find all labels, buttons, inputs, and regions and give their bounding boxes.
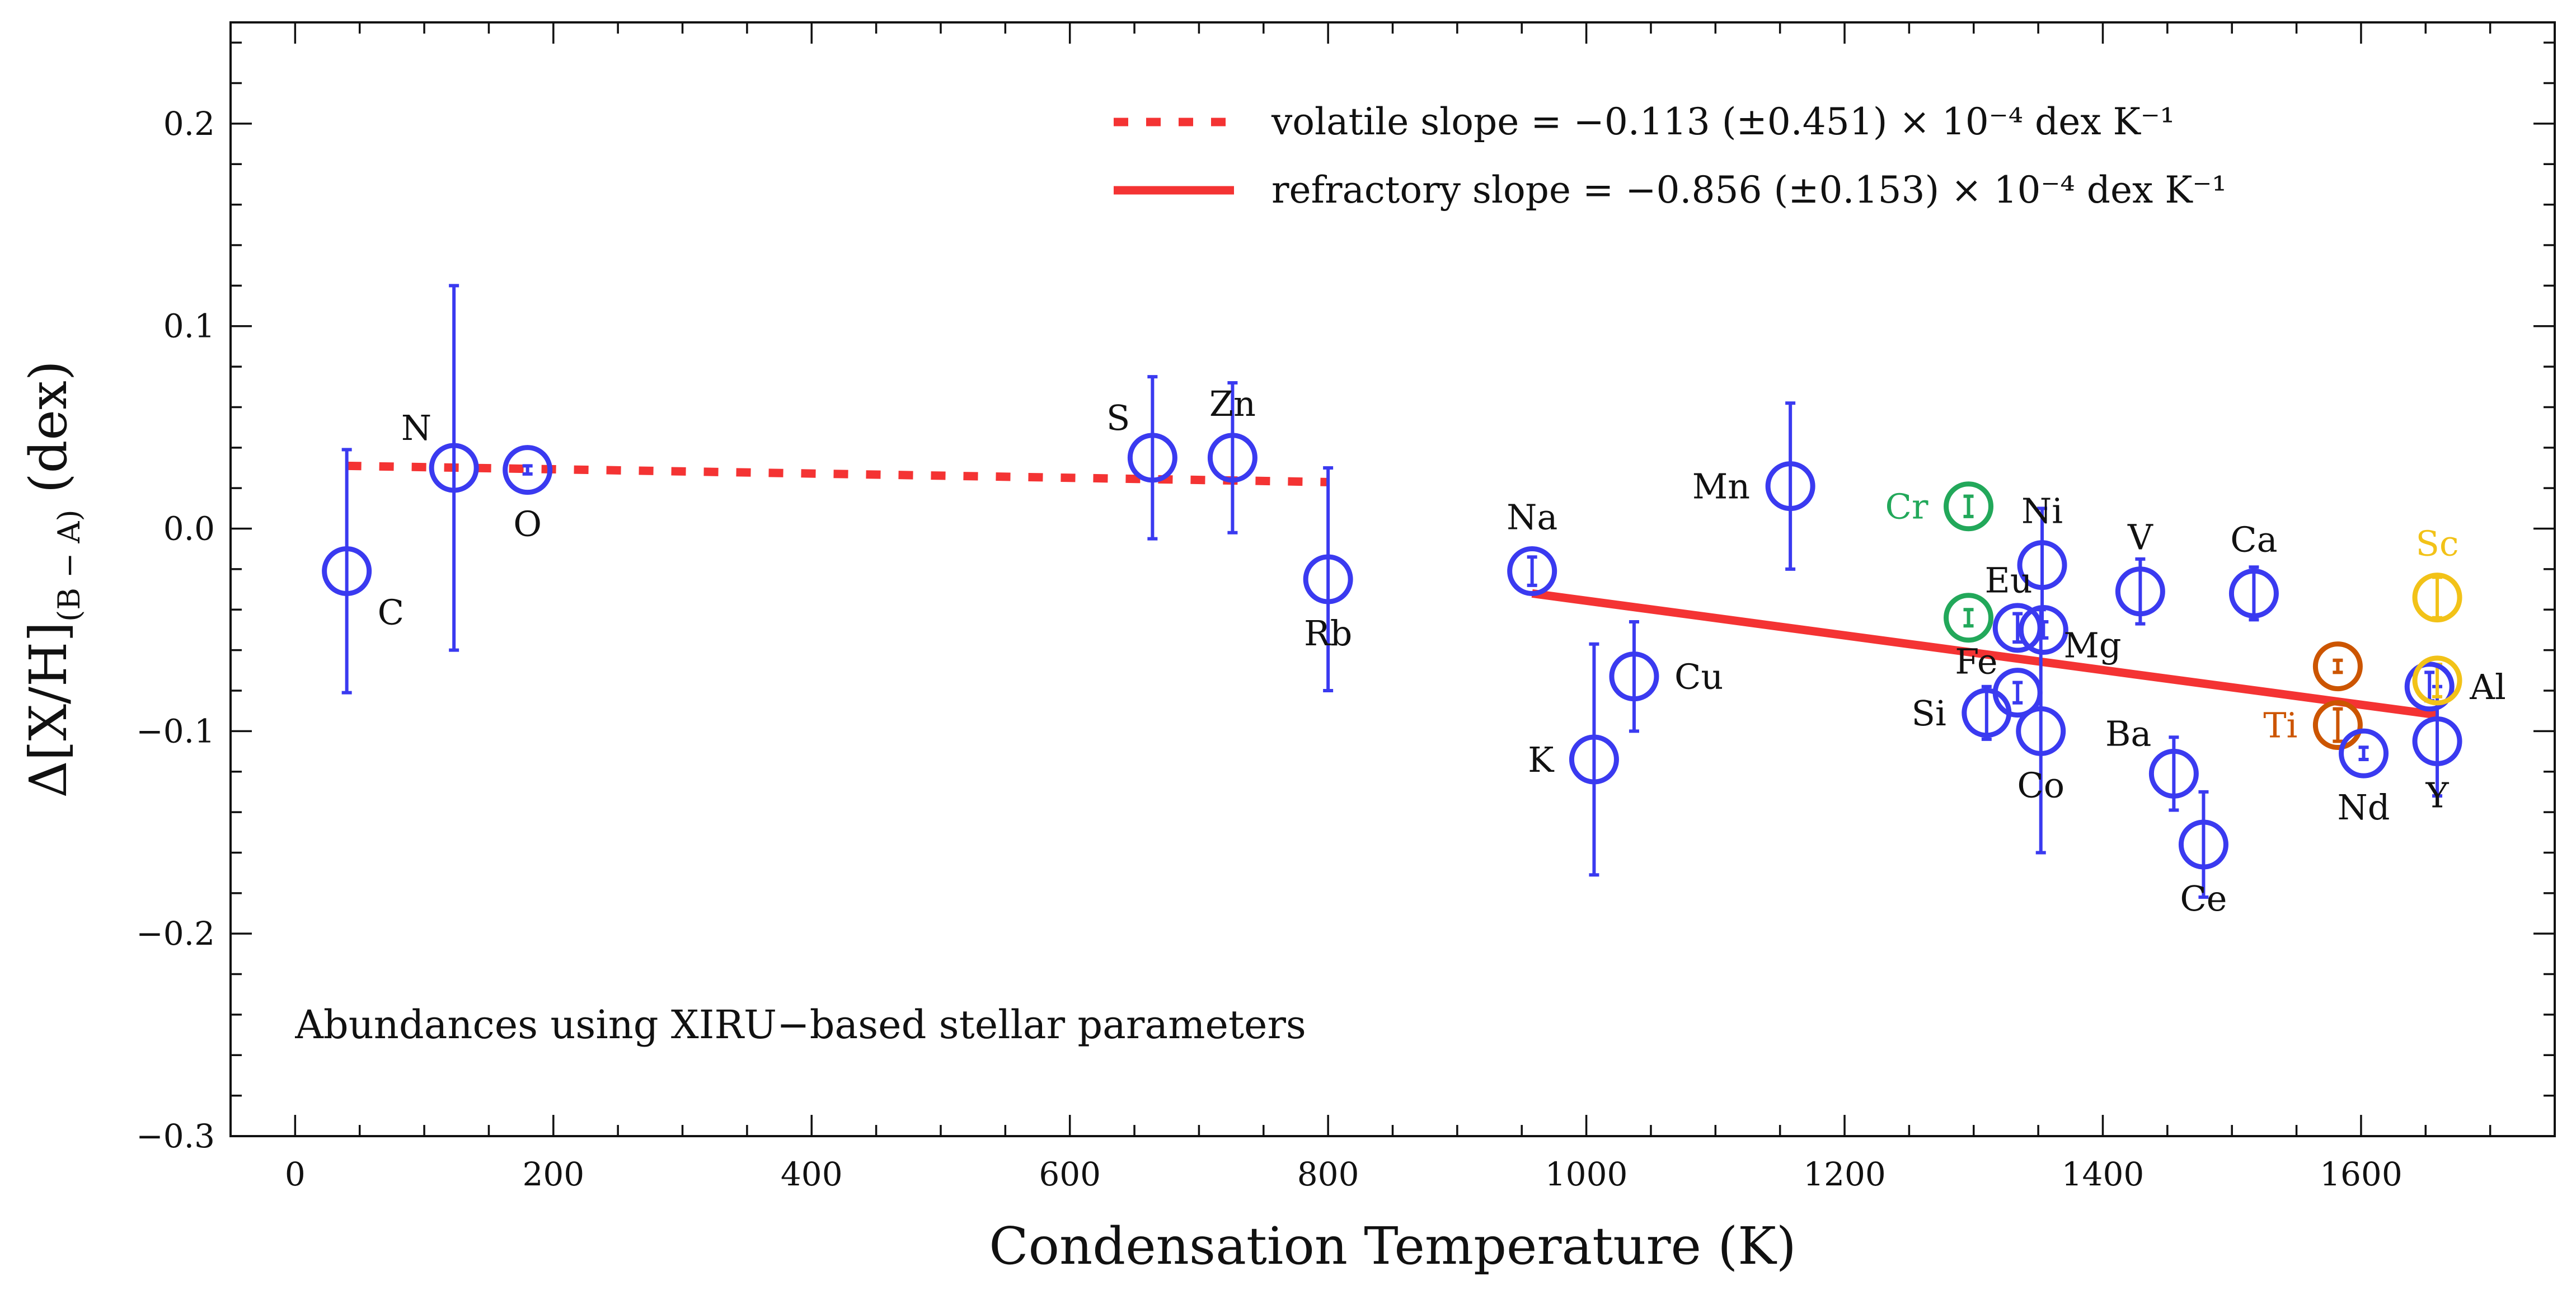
data-point-ca: [2228, 568, 2279, 618]
data-point-mn: [1765, 461, 1815, 512]
element-label-nd: Nd: [2338, 787, 2390, 828]
element-label-ni: Ni: [2021, 491, 2063, 532]
element-label-al: Al: [2469, 667, 2506, 707]
annotation-text: Abundances using XIRU−based stellar para…: [294, 1002, 1306, 1048]
data-point-c: [322, 546, 372, 597]
element-label-eu: Eu: [1984, 560, 2032, 601]
x-tick-label: 200: [522, 1155, 584, 1193]
y-tick-label: −0.2: [136, 915, 215, 953]
data-point-mg: [2018, 604, 2068, 655]
data-point-zn: [1207, 433, 1257, 483]
element-label-n: N: [401, 407, 431, 448]
data-point-sc: [2412, 573, 2462, 623]
element-label-mg: Mg: [2063, 625, 2121, 665]
data-point-eu: [1944, 593, 1994, 643]
volatile-legend-label: volatile slope = −0.113 (±0.451) × 10⁻⁴ …: [1271, 100, 2175, 143]
x-tick-label: 800: [1297, 1155, 1359, 1193]
x-axis-title: Condensation Temperature (K): [989, 1216, 1796, 1276]
data-point-na: [1507, 546, 1557, 597]
data-point-y: [2412, 716, 2462, 766]
element-label-fe: Fe: [1955, 641, 1997, 682]
x-tick-label: 1200: [1803, 1155, 1886, 1193]
element-label-o: O: [513, 504, 542, 545]
x-tick-label: 600: [1039, 1155, 1101, 1193]
x-tick-label: 1400: [2062, 1155, 2145, 1193]
data-point-fe: [1992, 603, 2043, 653]
y-tick-label: 0.2: [163, 105, 215, 143]
element-label-rb: Rb: [1304, 613, 1352, 654]
element-label-co: Co: [2017, 765, 2064, 805]
element-label-cu: Cu: [1674, 656, 1723, 697]
element-label-k: K: [1528, 739, 1555, 780]
y-tick-label: −0.1: [136, 712, 215, 750]
y-axis-title-main: Δ[X/H]: [18, 622, 78, 798]
data-point-co: [2016, 706, 2066, 756]
element-label-si: Si: [1912, 693, 1946, 734]
data-point-s: [1127, 433, 1177, 483]
data-point-nd: [2339, 728, 2389, 779]
element-label-s: S: [1106, 397, 1130, 438]
data-point-ce: [2178, 819, 2228, 870]
data-point-i: [1992, 668, 2043, 718]
data-point-ti: [2312, 641, 2363, 692]
data-point-rb: [1303, 554, 1353, 604]
data-point-ba: [2148, 748, 2199, 799]
data-point-ni: [2017, 540, 2067, 590]
element-label-ba: Ba: [2105, 713, 2152, 754]
data-point-n: [429, 443, 479, 493]
x-tick-label: 0: [285, 1155, 306, 1193]
y-axis-title-unit: (dex): [18, 360, 78, 509]
x-tick-label: 1000: [1545, 1155, 1628, 1193]
refractory-legend-label: refractory slope = −0.856 (±0.153) × 10⁻…: [1271, 168, 2227, 212]
element-label-cr: Cr: [1885, 486, 1928, 527]
element-label-ti: Ti: [2263, 705, 2297, 746]
x-tick-label: 400: [781, 1155, 843, 1193]
element-label-na: Na: [1507, 497, 1557, 538]
y-tick-label: −0.3: [136, 1117, 215, 1155]
refractory-fit-line: [1531, 589, 2438, 719]
element-label-ce: Ce: [2180, 878, 2227, 919]
element-label-zn: Zn: [1209, 383, 1256, 424]
data-point-sc: [2412, 655, 2462, 706]
data-point-al: [2404, 662, 2455, 712]
y-axis-title-sub: (B − A): [51, 509, 87, 621]
y-axis-title: Δ[X/H](B − A) (dex): [18, 360, 87, 798]
y-tick-label: 0.1: [163, 307, 215, 345]
element-label-sc: Sc: [2415, 523, 2458, 564]
y-tick-label: 0.0: [163, 510, 215, 548]
x-tick-label: 1600: [2320, 1155, 2403, 1193]
data-point-cu: [1609, 651, 1659, 702]
element-label-ca: Ca: [2230, 519, 2277, 560]
data-point-k: [1569, 734, 1619, 785]
data-point-ti: [2312, 700, 2363, 751]
element-label-y: Y: [2425, 775, 2450, 815]
data-point-o: [503, 445, 553, 495]
data-point-cr: [1944, 481, 1994, 532]
volatile-fit-line: [346, 461, 1329, 486]
element-label-mn: Mn: [1692, 466, 1750, 507]
element-label-c: C: [378, 592, 404, 633]
data-point-v: [2115, 566, 2165, 617]
element-label-v: V: [2127, 517, 2153, 558]
